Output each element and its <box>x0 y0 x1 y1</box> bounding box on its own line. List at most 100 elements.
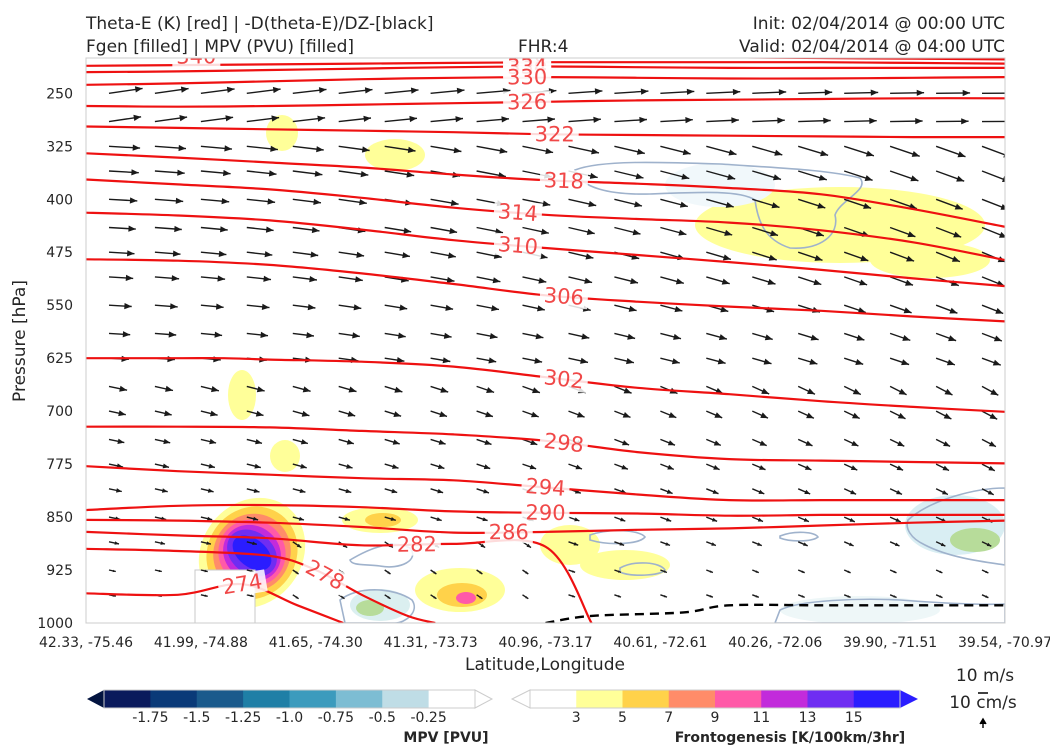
wind-arrow-head <box>989 413 998 420</box>
wind-arrow <box>660 198 688 208</box>
wind-arrow-head <box>128 225 136 232</box>
wind-arrow-head <box>300 439 308 445</box>
wind-arrow <box>476 463 491 470</box>
fgen-colorbar-cell <box>576 690 623 708</box>
wind-arrow-head <box>318 87 327 94</box>
wind-arrow <box>614 276 639 285</box>
wind-arrow <box>154 169 185 176</box>
wind-arrow-head <box>713 440 721 446</box>
fgen-colorbar-cell <box>668 690 716 708</box>
wind-arrow <box>430 87 465 94</box>
wind-arrow <box>797 488 811 495</box>
wind-arrow <box>752 357 772 365</box>
wind-arrow <box>981 332 1003 342</box>
fgen-colorbar-tick: 9 <box>711 710 720 726</box>
wind-arrow <box>660 117 693 124</box>
mpv-contour-line <box>906 487 1005 566</box>
wind-arrow-head <box>573 542 579 546</box>
wind-arrow <box>981 594 989 599</box>
wind-arrow-head <box>268 170 277 177</box>
wind-arrow-head <box>995 307 1004 314</box>
wind-arrow-head <box>488 357 497 364</box>
wind-arrow-head <box>206 541 211 545</box>
wind-arrow-head <box>342 543 348 548</box>
wind-arrow <box>292 115 326 123</box>
wind-arrow-head <box>1002 176 1005 182</box>
y-tick-label: 325 <box>46 139 73 155</box>
wind-arrow <box>614 226 641 236</box>
wind-arrow-head <box>673 333 681 340</box>
wind-arrow-head <box>630 278 638 285</box>
wind-arrow-head <box>817 202 826 209</box>
wind-arrow <box>981 569 989 574</box>
wind-arrow-head <box>620 517 626 522</box>
wind-arrow-head <box>757 542 762 546</box>
init-time: Init: 02/04/2014 @ 00:00 UTC <box>752 14 1005 34</box>
theta-e-label-bg <box>538 429 590 457</box>
wind-arrow <box>246 410 264 417</box>
wind-arrow-head <box>849 542 854 546</box>
wind-arrow-head <box>442 357 451 364</box>
wind-arrow <box>522 276 547 284</box>
wind-arrow <box>614 304 637 312</box>
wind-arrow-head <box>1009 90 1016 96</box>
wind-arrow <box>614 438 630 446</box>
wind-arrow-head <box>727 174 736 180</box>
wind-arrow <box>752 226 779 237</box>
wind-arrow <box>935 541 946 547</box>
wind-arrow-head <box>732 88 741 96</box>
wind-arrow-head <box>479 571 483 574</box>
theta-e-label-bg <box>493 232 543 259</box>
wind-arrow-head <box>893 595 897 598</box>
wind-arrow <box>797 594 805 599</box>
wind-arrow-head <box>681 173 690 180</box>
x-tick-label: 39.54, -70.97 <box>958 635 1050 651</box>
wind-arrow-head <box>311 226 320 234</box>
wind-arrow <box>890 118 923 125</box>
chart-subtitle: Fgen [filled] | MPV (PVU) [filled] <box>86 37 355 57</box>
theta-e-label: 318 <box>543 168 584 194</box>
wind-arrow <box>843 357 864 365</box>
wind-arrow-head <box>541 228 549 235</box>
wind-arrow-head <box>313 198 321 205</box>
wind-arrow-head <box>168 331 177 338</box>
wind-arrow <box>889 438 905 447</box>
wind-arrow-head <box>617 570 621 573</box>
wind-arrow-head <box>310 251 319 258</box>
wind-arrow <box>614 594 622 598</box>
wind-arrow-head <box>255 410 264 417</box>
wind-arrow <box>936 118 969 125</box>
mpv-colorbar-title: MPV [PVU] <box>403 730 488 746</box>
wind-arrow <box>292 198 322 205</box>
wind-arrow <box>108 331 131 338</box>
wind-arrow-head <box>433 596 437 599</box>
wind-arrow <box>292 488 306 493</box>
wind-arrow <box>706 488 719 495</box>
wind-arrow-head <box>709 570 713 573</box>
mpv-colorbar-cell <box>335 690 383 708</box>
wind-arrow-head <box>916 89 925 96</box>
wind-arrow <box>476 385 495 394</box>
wind-arrow-head <box>484 439 492 445</box>
wind-arrow-head <box>893 570 897 573</box>
wind-arrow <box>706 541 717 547</box>
wind-arrow <box>614 116 647 124</box>
wind-arrow <box>935 198 963 210</box>
y-tick-label: 250 <box>46 86 73 102</box>
wind-arrow <box>246 145 278 152</box>
wind-arrow-head <box>663 595 667 598</box>
wind-arrow-head <box>172 250 181 257</box>
wind-arrow <box>843 410 861 420</box>
wind-arrow <box>568 116 601 123</box>
wind-arrow-head <box>398 332 406 339</box>
wind-arrow-head <box>532 387 540 394</box>
wind-arrow-head <box>810 334 819 341</box>
wind-arrow <box>568 88 603 95</box>
wind-arrow-head <box>117 438 125 444</box>
fgen-colorbar-tick: 15 <box>845 710 863 726</box>
wind-arrow-head <box>944 388 953 395</box>
wind-arrow <box>797 357 818 365</box>
wind-arrow <box>292 410 310 417</box>
wind-arrow-head <box>114 541 119 545</box>
wind-arrow-head <box>685 117 693 124</box>
